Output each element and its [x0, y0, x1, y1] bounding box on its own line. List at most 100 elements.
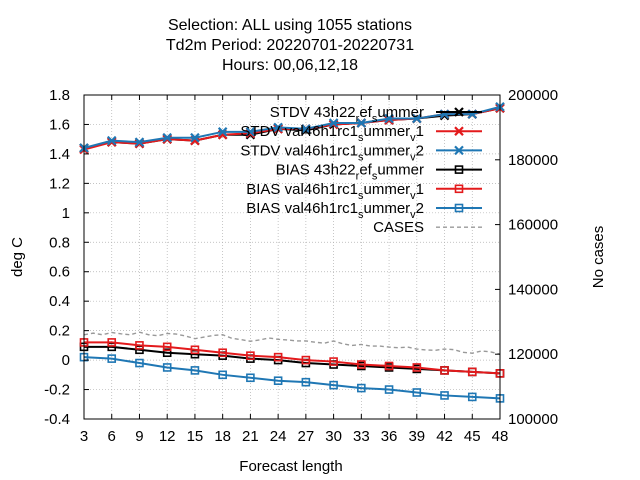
- series-5-point: [107, 338, 117, 347]
- legend-label-3: STDV val46h1rc1summerv2: [240, 142, 424, 163]
- legend-text: ummer: [363, 142, 410, 159]
- series-5-point: [384, 361, 394, 371]
- chart-title-line-2: Td2m Period: 20220701-20220731: [165, 37, 415, 54]
- series-3-point: [245, 127, 256, 137]
- legend-text: 2: [416, 142, 424, 159]
- legend-text: ummer: [363, 200, 410, 217]
- marker-stroke: [301, 124, 311, 134]
- legend-text: ummer: [363, 181, 410, 198]
- x-axis-label: Forecast length: [239, 458, 342, 475]
- series-6-point: [301, 377, 311, 387]
- y2-tick-label: 120000: [508, 346, 558, 363]
- series-3-point: [134, 137, 145, 147]
- series-3-point: [162, 132, 172, 143]
- series-layer: [79, 102, 505, 403]
- series-5-point: [135, 341, 144, 350]
- legend-text: STDV val46h1rc1: [240, 123, 358, 140]
- legend-subscript: s: [358, 190, 364, 202]
- legend-text: CASES: [373, 219, 424, 236]
- x-tick-label: 30: [325, 428, 342, 445]
- y-tick-label: 0.4: [49, 293, 70, 310]
- series-6-point: [218, 370, 227, 380]
- y2-tick-label: 160000: [508, 217, 558, 234]
- legend-text: 1: [416, 123, 424, 140]
- series-6-point: [162, 363, 172, 372]
- x-tick-label: 48: [492, 428, 509, 445]
- x-tick-label: 6: [108, 428, 116, 445]
- legend-subscript: s: [358, 151, 364, 163]
- series-5-point: [467, 367, 477, 377]
- series-5-point: [412, 363, 422, 372]
- series-6-point: [273, 376, 283, 386]
- legend-text: STDV val46h1rc1: [240, 142, 358, 159]
- x-tick-label: 18: [214, 428, 231, 445]
- y-axis-label: deg C: [9, 237, 26, 277]
- x-tick-label: 42: [436, 428, 453, 445]
- legend-label-4: BIAS 43h22refsummer: [276, 162, 424, 183]
- y-tick-label: -0.4: [44, 411, 70, 428]
- legend-marker-2: [454, 126, 464, 136]
- series-line-3: [83, 105, 501, 149]
- axis-ticks: 3 6 9 12 15 18 21 24 27 30 33 36 39 42 45 48-0.4-0.200.…: [44, 87, 558, 445]
- legend-subscript: s: [372, 171, 378, 183]
- y-tick-label: 0.6: [49, 264, 70, 281]
- legend-subscript: s: [358, 209, 364, 221]
- series-line-6: [83, 356, 501, 400]
- legend-text: ef: [359, 104, 372, 121]
- x-tick-label: 36: [381, 428, 398, 445]
- legend-text: ummer: [377, 104, 424, 121]
- legend-marker-5: [454, 184, 464, 194]
- marker-stroke: [454, 145, 464, 156]
- legend-text: BIAS val46h1rc1: [246, 200, 358, 217]
- marker-stroke: [190, 132, 200, 143]
- series-3-point: [106, 135, 117, 146]
- marker-stroke: [217, 127, 228, 137]
- x-tick-label: 12: [159, 428, 176, 445]
- legend-text: 2: [416, 200, 424, 217]
- y-tick-label: 1.8: [49, 87, 70, 104]
- legend-label-6: BIAS val46h1rc1summerv2: [246, 200, 424, 221]
- series-6-point: [467, 392, 477, 402]
- y-tick-label: 0.8: [49, 234, 70, 251]
- marker-stroke: [106, 135, 117, 146]
- x-tick-label: 24: [270, 428, 287, 445]
- legend-text: BIAS val46h1rc1: [246, 181, 358, 198]
- marker-stroke: [454, 107, 464, 117]
- legend-marker-4: [454, 165, 464, 174]
- series-5-point: [162, 342, 172, 352]
- series-3-point: [301, 124, 311, 134]
- legend-label-7: CASES: [373, 219, 424, 236]
- legend-subscript: r: [356, 113, 360, 125]
- marker-stroke: [245, 127, 256, 137]
- marker-stroke: [162, 132, 172, 143]
- marker-stroke: [328, 118, 339, 128]
- legend-label-5: BIAS val46h1rc1summerv1: [246, 181, 424, 202]
- x-tick-label: 3: [80, 428, 88, 445]
- series-6-point: [412, 388, 422, 397]
- series-3-point: [356, 118, 367, 128]
- y-tick-label: 1.2: [49, 175, 70, 192]
- legend-text: STDV 43h22: [270, 104, 356, 121]
- series-6-point: [190, 366, 200, 375]
- x-tick-label: 21: [242, 428, 259, 445]
- y2-tick-label: 200000: [508, 87, 558, 104]
- y-tick-label: 1.4: [49, 146, 70, 163]
- legend-label-1: STDV 43h22refsummer: [270, 104, 424, 125]
- series-6-point: [246, 373, 255, 383]
- legend-marker-3: [454, 145, 464, 156]
- x-tick-label: 39: [408, 428, 425, 445]
- legend-subscript: v: [410, 151, 416, 163]
- y-tick-label: 1: [62, 205, 70, 222]
- series-5-point: [246, 351, 255, 360]
- legend-subscript: s: [358, 132, 364, 144]
- y2-tick-label: 180000: [508, 152, 558, 169]
- series-3-point: [384, 113, 394, 124]
- legend-text: BIAS 43h22: [276, 162, 356, 179]
- series-6-point: [135, 358, 144, 368]
- series-5-point: [190, 345, 200, 355]
- series-5-point: [273, 352, 283, 362]
- marker-stroke: [454, 126, 464, 136]
